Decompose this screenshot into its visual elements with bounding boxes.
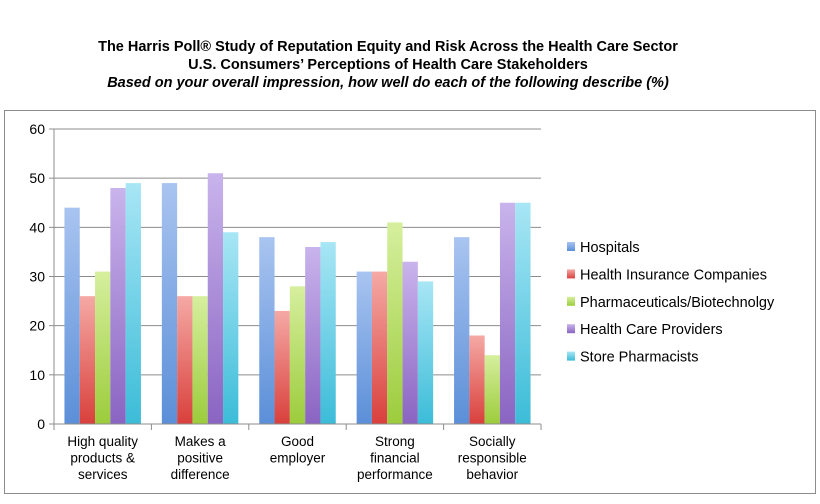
bar: [289, 286, 306, 424]
y-tick-label: 40: [29, 219, 45, 235]
x-tick-label: positive: [177, 451, 223, 466]
bar: [515, 202, 531, 424]
legend-swatch: [567, 242, 575, 251]
x-tick-label: Makes a: [175, 434, 227, 449]
bar: [259, 237, 275, 424]
bar: [387, 222, 403, 424]
legend-entry: Store Pharmacists: [580, 350, 698, 366]
legend-swatch: [567, 324, 575, 334]
bar: [95, 271, 111, 424]
bar: [417, 281, 434, 424]
bar: [207, 173, 224, 424]
legend-swatch: [567, 296, 575, 306]
bar-chart: 0 10 20 30 40 50 60 High quality products &servi…: [29, 121, 775, 482]
x-tick-label: responsible: [458, 451, 527, 466]
legend-entry: Health Care Providers: [580, 322, 723, 338]
chart-question: Based on your overall impression, how we…: [107, 75, 669, 91]
y-tick-label: 10: [29, 367, 45, 383]
bar: [161, 183, 178, 424]
x-tick-label: services: [78, 467, 128, 482]
x-tick-label: Strong: [375, 434, 415, 449]
chart-subtitle: U.S. Consumers’ Perceptions of Health Ca…: [188, 57, 588, 73]
bar: [64, 207, 80, 424]
chart-frame: 0 10 20 30 40 50 60 High quality products & servi…: [4, 110, 816, 494]
legend-entry: Health Insurance Companies: [580, 267, 767, 283]
bar: [454, 237, 470, 424]
legend-entry: Pharmaceuticals/Biotechnolgy: [580, 295, 775, 311]
bar: [79, 296, 96, 424]
y-tick-label: 20: [29, 318, 45, 334]
x-tick-label: Good: [281, 434, 314, 449]
x-tick-label: products &: [70, 451, 135, 466]
chart-titles: The Harris Poll® Study of Reputation Equ…: [0, 38, 776, 92]
y-tick-label: 0: [37, 416, 45, 432]
y-tick-label: 50: [29, 170, 45, 186]
y-tick-label: 30: [29, 269, 45, 285]
bar: [192, 296, 208, 424]
legend-swatch: [567, 269, 575, 279]
x-tick-label: High quality: [67, 434, 138, 449]
chart-title: The Harris Poll® Study of Reputation Equ…: [98, 39, 678, 55]
bar: [371, 271, 388, 424]
x-tick-label: employer: [270, 451, 326, 466]
x-tick-label: performance: [357, 467, 433, 482]
x-tick-label: behavior: [466, 467, 518, 482]
bar: [469, 335, 485, 424]
x-tick-label: financial: [370, 451, 420, 466]
bar: [484, 355, 500, 424]
bar: [110, 188, 126, 424]
y-tick-label: 60: [29, 121, 45, 137]
bar: [223, 232, 239, 424]
bar: [356, 271, 372, 424]
legend-swatch: [567, 351, 575, 361]
bar: [499, 202, 516, 424]
x-tick-label: Socially: [469, 434, 516, 449]
x-tick-label: difference: [171, 467, 230, 482]
bar: [125, 183, 141, 424]
bar: [305, 247, 321, 424]
legend-entry: Hospitals: [580, 240, 640, 256]
bar: [177, 296, 193, 424]
bar: [320, 242, 336, 424]
bar: [402, 261, 418, 424]
bar: [274, 310, 290, 424]
